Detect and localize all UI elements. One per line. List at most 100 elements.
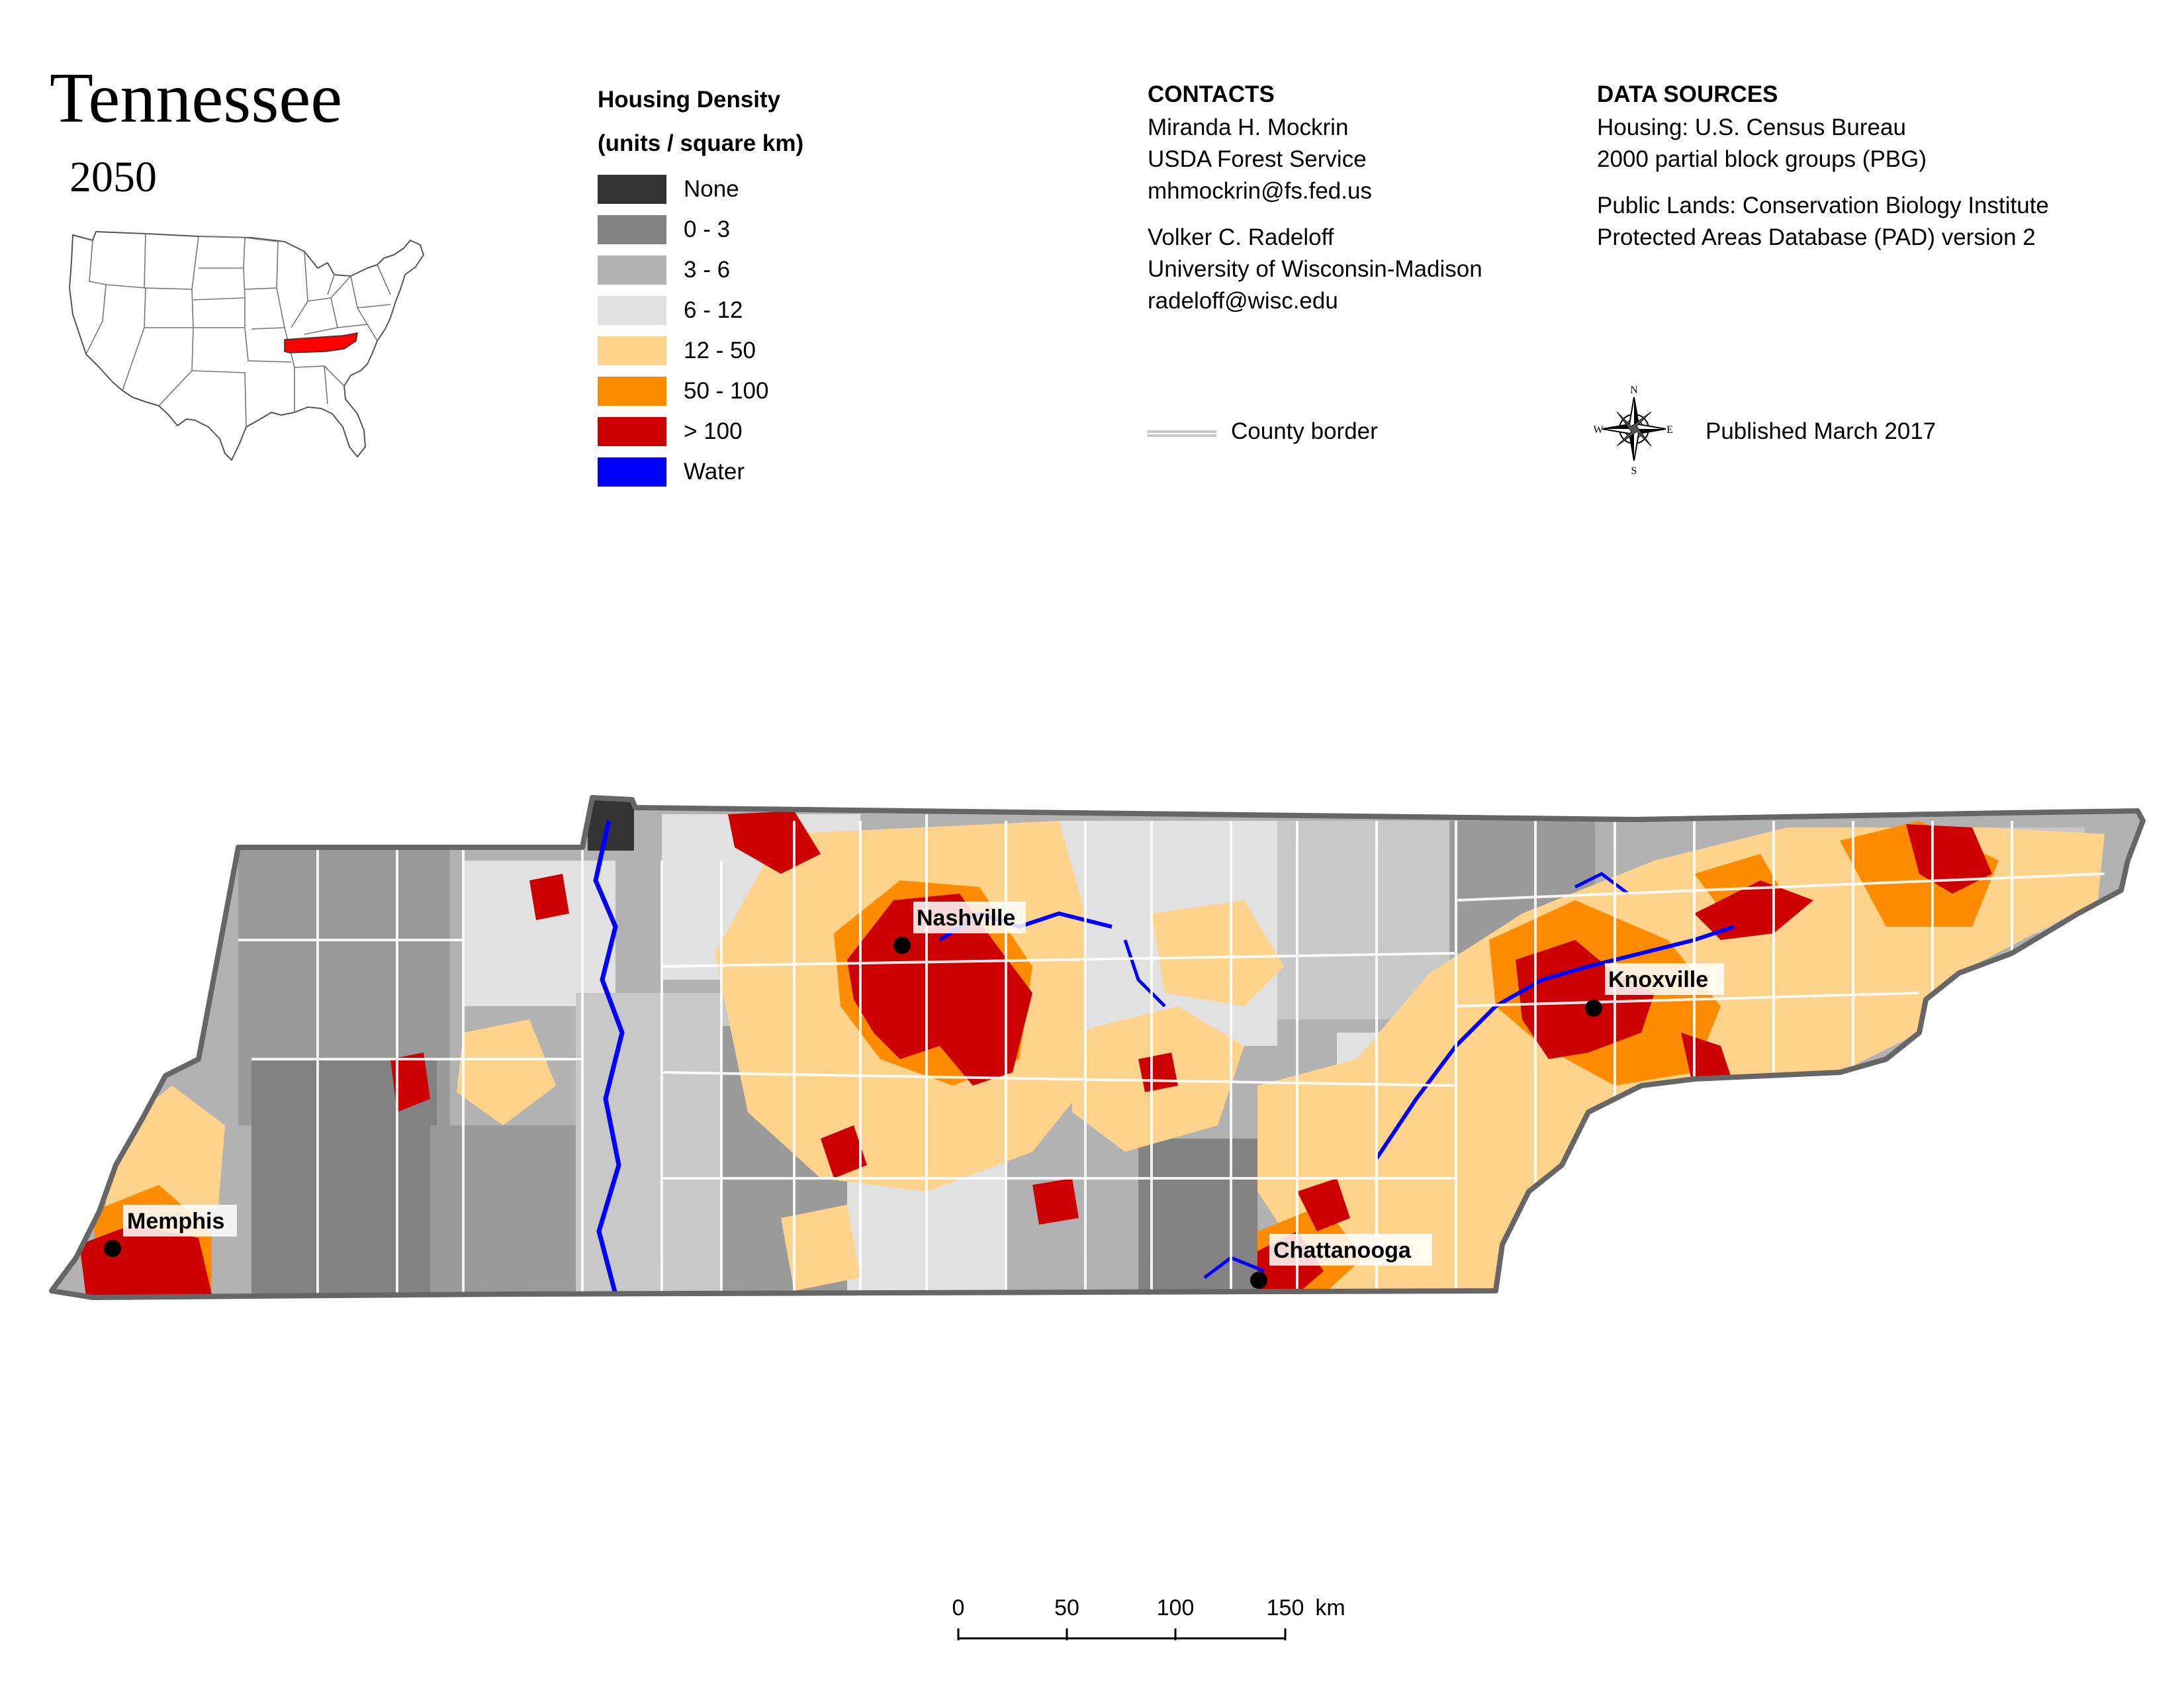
state-line (244, 237, 279, 290)
county-border (238, 847, 584, 1297)
legend-swatch (598, 336, 666, 365)
city-marker (1250, 1272, 1267, 1289)
state-line (327, 274, 335, 295)
tennessee-highlight (284, 332, 358, 353)
scale-unit: km (1315, 1595, 1345, 1620)
legend-label: Water (684, 459, 745, 485)
state-line (244, 327, 292, 363)
legend-title-line1: Housing Density (598, 87, 781, 113)
compass-e: E (1666, 424, 1673, 436)
density-region (1906, 824, 1992, 894)
state-line (304, 297, 338, 335)
density-region (529, 874, 569, 920)
legend-swatch (598, 377, 666, 406)
water-river (1574, 872, 1629, 895)
legend-item: 0 - 3 (598, 211, 803, 252)
state-line (191, 236, 199, 290)
public-lands-line1: Public Lands: Conservation Biology Insti… (1597, 193, 2049, 218)
city-memphis[interactable]: Memphis (104, 1205, 237, 1257)
city-knoxville[interactable]: Knoxville (1585, 963, 1724, 1017)
city-label: Knoxville (1608, 967, 1708, 992)
housing-source-line2: 2000 partial block groups (PBG) (1597, 146, 1927, 172)
density-region (821, 1125, 867, 1178)
legend-label: 3 - 6 (684, 257, 731, 283)
state-line (324, 365, 345, 387)
contact-email[interactable]: mhmockrin@fs.fed.us (1148, 178, 1372, 204)
legend-item: 12 - 50 (598, 332, 803, 373)
water-river (1375, 925, 1735, 1160)
density-region (576, 993, 735, 1297)
scale-tick-label: 100 (1157, 1595, 1195, 1620)
state-line (191, 370, 247, 428)
tennessee-outline (49, 795, 2146, 1300)
density-region (847, 894, 1032, 1086)
city-chattanooga[interactable]: Chattanooga (1250, 1234, 1432, 1289)
legend-swatch (598, 417, 666, 446)
state-line (377, 264, 391, 295)
density-region (1138, 1139, 1257, 1297)
city-marker (1585, 1000, 1602, 1017)
city-marker (893, 937, 911, 954)
contacts-block: CONTACTS Miranda H. Mockrin USDA Forest … (1148, 81, 1571, 317)
legend-label: 6 - 12 (684, 297, 743, 323)
density-region (390, 1053, 430, 1112)
density-region (728, 811, 821, 874)
compass-rose-icon: N S E W (1594, 385, 1673, 477)
legend-item: Water (598, 453, 803, 494)
contact-name: Miranda H. Mockrin (1148, 115, 1349, 140)
scale-tick-label: 0 (952, 1595, 965, 1620)
tennessee-housing-map: Nashville Knoxville Memphis Chattanooga (49, 795, 2146, 1300)
legend-label: 0 - 3 (684, 216, 731, 242)
city-label: Nashville (917, 906, 1015, 931)
scale-tick-label: 150 (1267, 1595, 1304, 1620)
legend-item: None (598, 171, 803, 211)
water-river (593, 820, 625, 1295)
county-border (660, 821, 862, 1297)
contact-email[interactable]: radeloff@wisc.edu (1148, 288, 1338, 314)
city-label-bg (913, 902, 1026, 933)
compass-n: N (1630, 385, 1638, 396)
density-region (1006, 1145, 1152, 1297)
density-region (457, 1019, 556, 1125)
legend-label: 50 - 100 (684, 378, 769, 404)
legend-label: 12 - 50 (684, 338, 756, 363)
map-title: Tennessee (50, 59, 343, 138)
city-label: Memphis (127, 1209, 224, 1234)
published-date: Published March 2017 (1706, 418, 1936, 444)
contacts-heading: CONTACTS (1148, 81, 1275, 107)
county-border (661, 872, 2105, 1180)
water-river (1123, 939, 1166, 1008)
contact-org: USDA Forest Service (1148, 146, 1367, 172)
legend-swatch (598, 296, 666, 325)
compass-s: S (1631, 465, 1637, 477)
housing-density-legend: Housing Density (units / square km) None… (598, 78, 803, 494)
city-nashville[interactable]: Nashville (893, 902, 1026, 954)
legend-title-line2: (units / square km) (598, 130, 804, 156)
density-region (430, 1125, 576, 1297)
legend-swatch (598, 215, 666, 244)
density-region (1516, 940, 1655, 1059)
density-region (1032, 1178, 1079, 1225)
city-label-bg (123, 1205, 237, 1237)
state-line (105, 284, 146, 391)
legend-item: 50 - 100 (598, 373, 803, 413)
data-sources-block: DATA SOURCES Housing: U.S. Census Bureau… (1597, 81, 2166, 254)
legend-label: > 100 (684, 418, 743, 444)
density-region (588, 798, 634, 851)
county-border-symbol (1148, 430, 1216, 437)
scale-tick-label: 50 (1054, 1595, 1079, 1620)
map-year: 2050 (69, 153, 157, 201)
city-marker (104, 1240, 121, 1257)
density-region (1138, 1053, 1178, 1092)
legend-swatch (598, 175, 666, 204)
legend-swatch (598, 457, 666, 487)
density-region (1297, 1178, 1350, 1231)
legend-label: None (684, 176, 739, 202)
city-label: Chattanooga (1273, 1238, 1412, 1263)
legend-item: > 100 (598, 413, 803, 453)
public-lands-line2: Protected Areas Database (PAD) version 2 (1597, 224, 2036, 250)
density-region (1694, 880, 1813, 940)
density-region (781, 1205, 860, 1291)
us-locator-map (69, 231, 424, 461)
state-line (357, 307, 368, 325)
